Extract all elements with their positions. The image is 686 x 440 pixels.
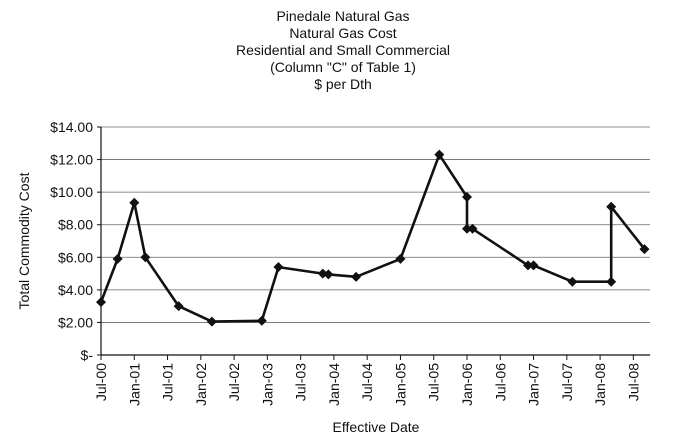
x-tick-label: Jan-06 bbox=[459, 363, 475, 406]
data-point-marker bbox=[129, 197, 140, 208]
x-tick-label: Jul-05 bbox=[426, 363, 442, 401]
axes bbox=[97, 126, 650, 360]
chart-title-line-1: Pinedale Natural Gas bbox=[276, 8, 410, 24]
data-point-marker bbox=[256, 315, 267, 326]
x-tick-label: Jan-04 bbox=[326, 363, 342, 406]
y-tick-label: $2.00 bbox=[58, 314, 93, 330]
data-point-marker bbox=[523, 260, 533, 271]
y-tick-label: $14.00 bbox=[50, 119, 93, 135]
data-point-marker bbox=[462, 223, 472, 234]
y-tick-label: $8.00 bbox=[58, 217, 93, 233]
data-point-marker bbox=[434, 149, 445, 160]
data-point-marker bbox=[323, 269, 334, 280]
data-point-marker bbox=[140, 252, 151, 263]
x-tick-label: Jul-02 bbox=[226, 363, 242, 401]
y-tick-label: $- bbox=[81, 347, 94, 363]
x-tick-label: Jan-08 bbox=[592, 363, 608, 406]
data-point-marker bbox=[173, 301, 184, 312]
x-tick-label: Jul-08 bbox=[625, 363, 641, 401]
data-point-marker bbox=[112, 253, 123, 264]
x-tick-label: Jul-07 bbox=[559, 363, 575, 401]
data-point-marker bbox=[606, 276, 617, 287]
y-tick-label: $10.00 bbox=[50, 184, 93, 200]
y-tick-label: $12.00 bbox=[50, 152, 93, 168]
x-tick-label: Jul-06 bbox=[492, 363, 508, 401]
data-point-marker bbox=[528, 260, 539, 271]
x-tick-label: Jul-01 bbox=[160, 363, 176, 401]
x-tick-labels: Jul-00 Jan-01 Jul-01 Jan-02 Jul-02 Jan-03 Jul-… bbox=[93, 363, 641, 406]
data-point-marker bbox=[351, 271, 362, 282]
y-tick-labels: $- $2.00 $4.00 $6.00 $8.00 $10.00 $12.00 $14.00 bbox=[50, 119, 93, 363]
series-line bbox=[99, 153, 646, 323]
series bbox=[96, 149, 650, 327]
gridlines bbox=[101, 126, 650, 323]
data-point-marker bbox=[462, 192, 472, 203]
x-tick-label: Jan-02 bbox=[193, 363, 209, 406]
x-tick-label: Jan-07 bbox=[526, 363, 542, 406]
data-point-marker bbox=[467, 223, 478, 234]
data-point-marker bbox=[206, 316, 217, 327]
x-tick-label: Jul-00 bbox=[93, 363, 109, 401]
x-tick-label: Jul-03 bbox=[293, 363, 309, 401]
x-tick-label: Jan-03 bbox=[259, 363, 275, 406]
x-tick-label: Jan-05 bbox=[392, 363, 408, 406]
x-axis-title: Effective Date bbox=[333, 419, 420, 435]
chart-title-line-5: $ per Dth bbox=[314, 76, 372, 92]
data-point-marker bbox=[567, 276, 578, 287]
data-point-marker bbox=[96, 297, 106, 308]
x-tick-label: Jul-04 bbox=[359, 363, 375, 401]
chart-title-line-3: Residential and Small Commercial bbox=[236, 42, 450, 58]
y-tick-label: $6.00 bbox=[58, 249, 93, 265]
data-point-marker bbox=[639, 244, 650, 255]
y-axis-title: Total Commodity Cost bbox=[16, 172, 32, 309]
y-tick-label: $4.00 bbox=[58, 282, 93, 298]
x-tick-label: Jan-01 bbox=[126, 363, 142, 406]
chart-title-line-2: Natural Gas Cost bbox=[289, 25, 397, 41]
data-point-marker bbox=[606, 201, 617, 212]
data-point-marker bbox=[395, 253, 406, 264]
chart-title-line-4: (Column "C" of Table 1) bbox=[270, 59, 416, 75]
data-point-marker bbox=[273, 262, 284, 273]
